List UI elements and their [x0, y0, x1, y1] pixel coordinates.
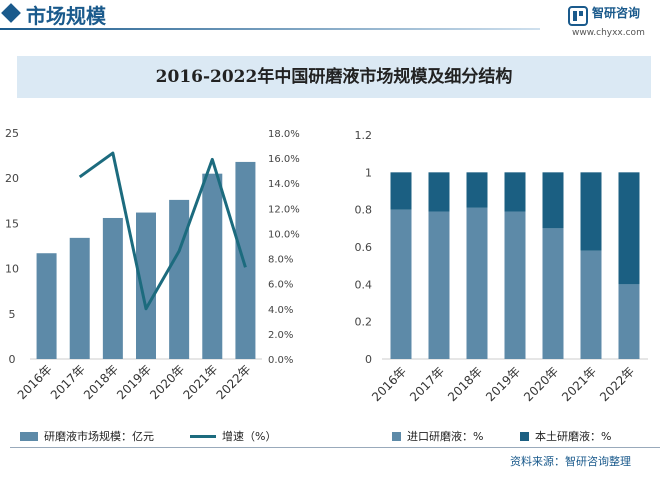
market-size-bar [69, 237, 90, 359]
left-x-tick-label: 2017年 [48, 362, 88, 402]
right-y-tick-label: 14.0% [268, 179, 300, 190]
legend-market-size-label: 研磨液市场规模：亿元 [44, 430, 154, 443]
legend-line-swatch [190, 434, 216, 438]
footer-rule [10, 447, 660, 448]
market-size-bar [102, 217, 123, 359]
right-y-tick-label: 8.0% [268, 255, 293, 266]
legend-import-label: 进口研磨液：% [407, 430, 484, 443]
left-y-tick-label: 0 [9, 353, 16, 366]
domestic-share-bar [618, 172, 640, 285]
stacked-x-tick-label: 2022年 [597, 364, 637, 404]
right-y-tick-label: 6.0% [268, 280, 293, 291]
left-x-tick-label: 2018年 [81, 362, 121, 402]
chart-title-banner [17, 56, 651, 98]
domestic-share-bar [504, 172, 526, 212]
right-y-tick-label: 0.0% [268, 355, 293, 366]
import-share-bar [466, 207, 488, 359]
left-x-tick-label: 2020年 [147, 362, 187, 402]
left-x-tick-label: 2021年 [180, 362, 220, 402]
stacked-x-tick-label: 2021年 [559, 364, 599, 404]
brand-logo-icon [568, 6, 588, 26]
left-y-tick-label: 25 [5, 127, 19, 140]
domestic-share-bar [428, 172, 450, 212]
stacked-y-tick-label: 0.4 [355, 278, 373, 291]
stacked-y-tick-label: 0.8 [355, 204, 373, 217]
legend-growth-label: 增速（%） [222, 430, 277, 443]
right-y-tick-label: 10.0% [268, 229, 300, 240]
domestic-share-bar [542, 172, 564, 229]
legend-bar-swatch [20, 431, 38, 441]
domestic-share-bar [466, 172, 488, 208]
legend-domestic: 本土研磨液：% [520, 428, 611, 444]
left-y-tick-label: 20 [5, 172, 19, 185]
legend-growth: 增速（%） [190, 428, 276, 444]
stacked-x-tick-label: 2019年 [483, 364, 523, 404]
right-y-tick-label: 12.0% [268, 204, 300, 215]
growth-rate-line [78, 151, 247, 311]
legend-import-swatch [392, 431, 401, 441]
right-y-tick-label: 2.0% [268, 330, 293, 341]
right-y-tick-label: 18.0% [268, 129, 300, 140]
stacked-x-tick-label: 2016年 [369, 364, 409, 404]
legend-domestic-swatch [520, 431, 529, 441]
left-x-tick-label: 2016年 [15, 362, 55, 402]
import-share-bar [504, 211, 526, 359]
market-size-bar [169, 199, 190, 359]
right-y-tick-label: 16.0% [268, 154, 300, 165]
import-share-bar [428, 211, 450, 359]
legend-import: 进口研磨液：% [392, 428, 483, 444]
stacked-x-tick-label: 2018年 [445, 364, 485, 404]
stacked-y-tick-label: 0.2 [355, 316, 373, 329]
import-share-bar [542, 228, 564, 359]
left-x-tick-label: 2019年 [114, 362, 154, 402]
stacked-y-tick-label: 1.2 [355, 129, 373, 142]
legend-market-size: 研磨液市场规模：亿元 [20, 428, 154, 444]
chart-title: 2016-2022年中国研磨液市场规模及细分结构 [155, 67, 513, 87]
left-x-tick-label: 2022年 [214, 362, 254, 402]
import-share-bar [618, 284, 640, 359]
market-size-bar [235, 161, 256, 359]
domestic-share-bar [390, 172, 412, 210]
domestic-share-bar [580, 172, 602, 251]
stacked-y-tick-label: 0 [365, 353, 372, 366]
left-y-tick-label: 15 [5, 217, 19, 230]
stacked-y-tick-label: 1 [365, 166, 372, 179]
left-y-tick-label: 10 [5, 263, 19, 276]
legend-domestic-label: 本土研磨液：% [535, 430, 612, 443]
page-title: 市场规模 [26, 4, 106, 28]
stacked-x-tick-label: 2020年 [521, 364, 561, 404]
source-note: 资料来源：智研咨询整理 [510, 455, 631, 468]
stacked-y-tick-label: 0.6 [355, 241, 373, 254]
market-size-bar [36, 253, 57, 359]
market-size-bar [136, 212, 156, 359]
brand-name: 智研咨询 [592, 6, 641, 20]
stacked-x-tick-label: 2017年 [407, 364, 447, 404]
left-y-tick-label: 5 [9, 308, 16, 321]
import-share-bar [580, 250, 602, 359]
market-size-bar [202, 173, 223, 359]
brand-url: www.chyxx.com [572, 28, 645, 38]
header-rule [0, 28, 540, 30]
import-share-bar [390, 209, 412, 359]
right-y-tick-label: 4.0% [268, 305, 293, 316]
